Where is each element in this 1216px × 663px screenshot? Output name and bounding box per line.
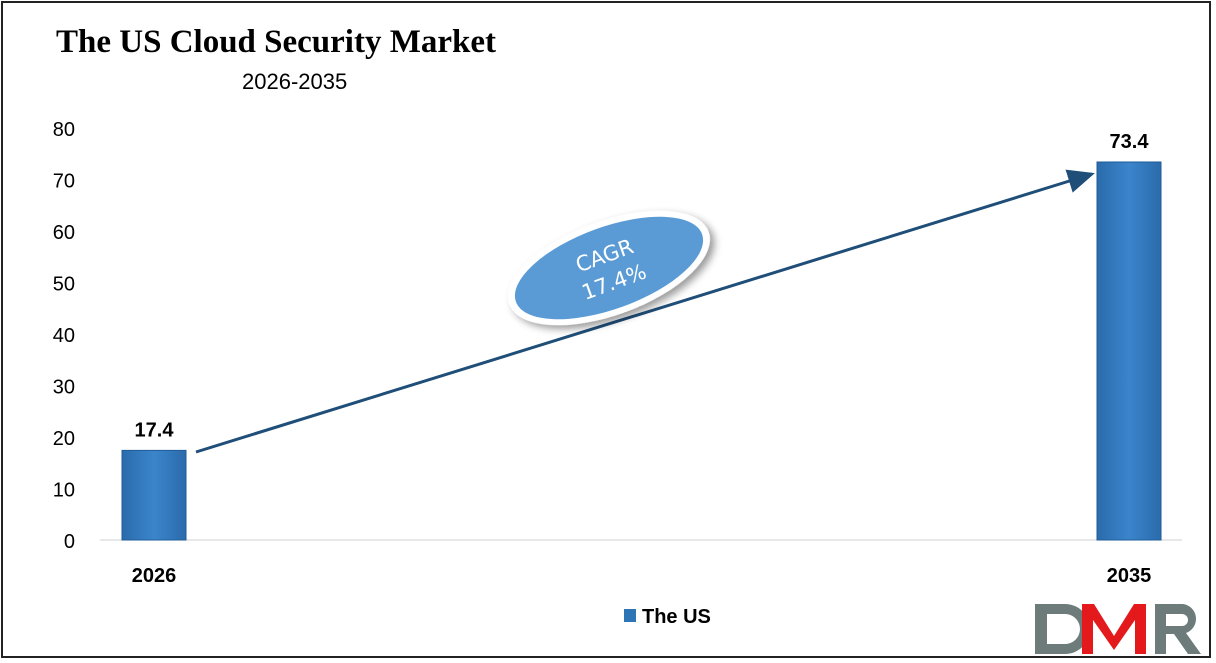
bar-2026 — [121, 449, 187, 541]
legend-label: The US — [642, 606, 711, 628]
data-label: 73.4 — [1110, 131, 1150, 153]
chart-subtitle: 2026-2035 — [242, 69, 347, 94]
data-label: 17.4 — [135, 419, 175, 441]
x-tick-label: 2026 — [132, 565, 177, 587]
dmr-logo — [1035, 604, 1201, 654]
bar-2035 — [1096, 161, 1162, 541]
legend-swatch — [624, 609, 636, 622]
y-tick-label: 30 — [53, 377, 75, 399]
legend: The US — [624, 606, 711, 628]
growth-arrow — [195, 169, 1095, 454]
chart-title: The US Cloud Security Market — [56, 24, 496, 60]
y-tick-label: 80 — [53, 119, 75, 141]
cagr-badge: CAGR 17.4% — [508, 210, 710, 326]
y-tick-label: 10 — [53, 480, 75, 502]
y-tick-label: 40 — [53, 325, 75, 347]
y-tick-label: 50 — [53, 274, 75, 296]
y-tick-label: 70 — [53, 171, 75, 193]
y-tick-label: 20 — [53, 428, 75, 450]
x-tick-label: 2035 — [1107, 565, 1152, 587]
y-tick-label: 0 — [64, 531, 75, 553]
y-tick-label: 60 — [53, 222, 75, 244]
